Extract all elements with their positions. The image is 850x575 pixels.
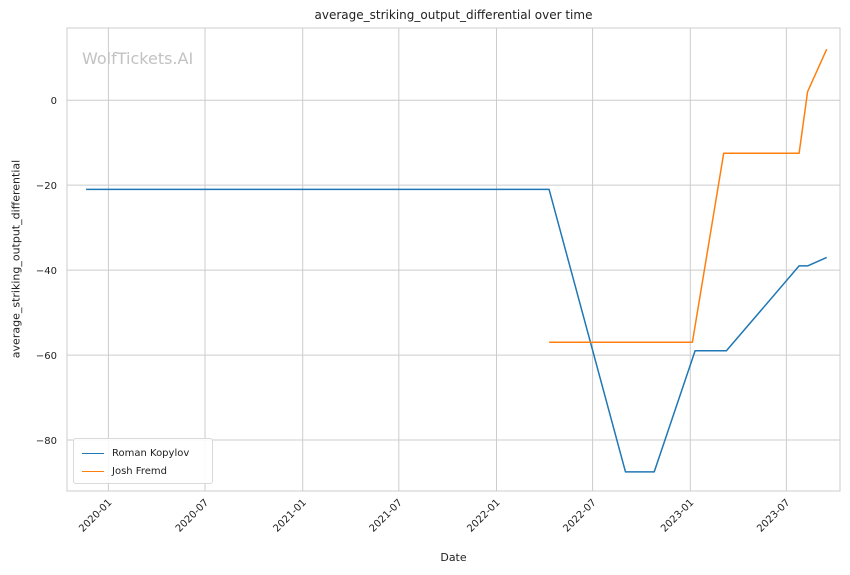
watermark: WolfTickets.AI — [82, 49, 194, 68]
x-axis-label: Date — [440, 551, 467, 564]
x-tick-label: 2021-07 — [368, 497, 405, 534]
series-line-roman-kopylov — [86, 188, 828, 473]
series-line-josh-fremd — [549, 48, 828, 344]
plot-area — [66, 27, 841, 492]
x-tick-label: 2020-01 — [77, 497, 114, 534]
y-axis-label: average_striking_output_differential — [9, 159, 23, 359]
grid-lines — [67, 28, 840, 491]
legend-label: Roman Kopylov — [112, 447, 190, 459]
legend-item-josh-fremd: Josh Fremd — [82, 463, 167, 479]
legend-item-roman-kopylov: Roman Kopylov — [82, 445, 189, 461]
y-tick-label: −20 — [36, 181, 57, 192]
x-tick-label: 2023-01 — [659, 497, 696, 534]
chart-title: average_striking_output_differential ove… — [314, 8, 593, 22]
x-tick-label: 2021-01 — [272, 497, 309, 534]
series-lines — [86, 48, 828, 473]
x-tick-label: 2020-07 — [174, 497, 211, 534]
y-tick-label: −40 — [36, 266, 57, 277]
y-tick-label: −60 — [36, 351, 57, 362]
legend-label: Josh Fremd — [112, 465, 167, 477]
x-tick-label: 2022-01 — [465, 497, 502, 534]
x-tick-label: 2023-07 — [755, 497, 792, 534]
legend-swatch — [82, 470, 104, 472]
legend-swatch — [82, 452, 104, 454]
y-tick-label: −80 — [36, 436, 57, 447]
x-tick-label: 2022-07 — [561, 497, 598, 534]
legend: Roman Kopylov Josh Fremd — [73, 438, 213, 484]
y-tick-label: 0 — [51, 96, 57, 107]
